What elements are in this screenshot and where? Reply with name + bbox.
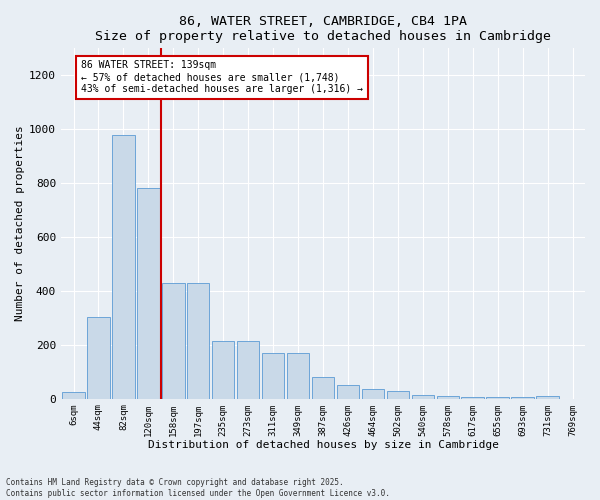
Bar	[187, 283, 209, 399]
Bar	[312, 377, 334, 398]
Bar	[386, 390, 409, 398]
Text: 86 WATER STREET: 139sqm
← 57% of detached houses are smaller (1,748)
43% of semi: 86 WATER STREET: 139sqm ← 57% of detache…	[81, 60, 363, 94]
Bar	[112, 134, 134, 398]
Title: 86, WATER STREET, CAMBRIDGE, CB4 1PA
Size of property relative to detached house: 86, WATER STREET, CAMBRIDGE, CB4 1PA Siz…	[95, 15, 551, 43]
Bar	[87, 316, 110, 398]
Text: Contains HM Land Registry data © Crown copyright and database right 2025.
Contai: Contains HM Land Registry data © Crown c…	[6, 478, 390, 498]
Bar	[362, 390, 384, 398]
Bar	[162, 283, 185, 399]
Bar	[412, 394, 434, 398]
Bar	[287, 353, 309, 399]
Y-axis label: Number of detached properties: Number of detached properties	[15, 126, 25, 322]
Bar	[137, 188, 160, 398]
X-axis label: Distribution of detached houses by size in Cambridge: Distribution of detached houses by size …	[148, 440, 499, 450]
Bar	[237, 341, 259, 398]
Bar	[536, 396, 559, 398]
Bar	[437, 396, 459, 398]
Bar	[62, 392, 85, 398]
Bar	[337, 385, 359, 398]
Bar	[212, 341, 235, 398]
Bar	[262, 353, 284, 399]
